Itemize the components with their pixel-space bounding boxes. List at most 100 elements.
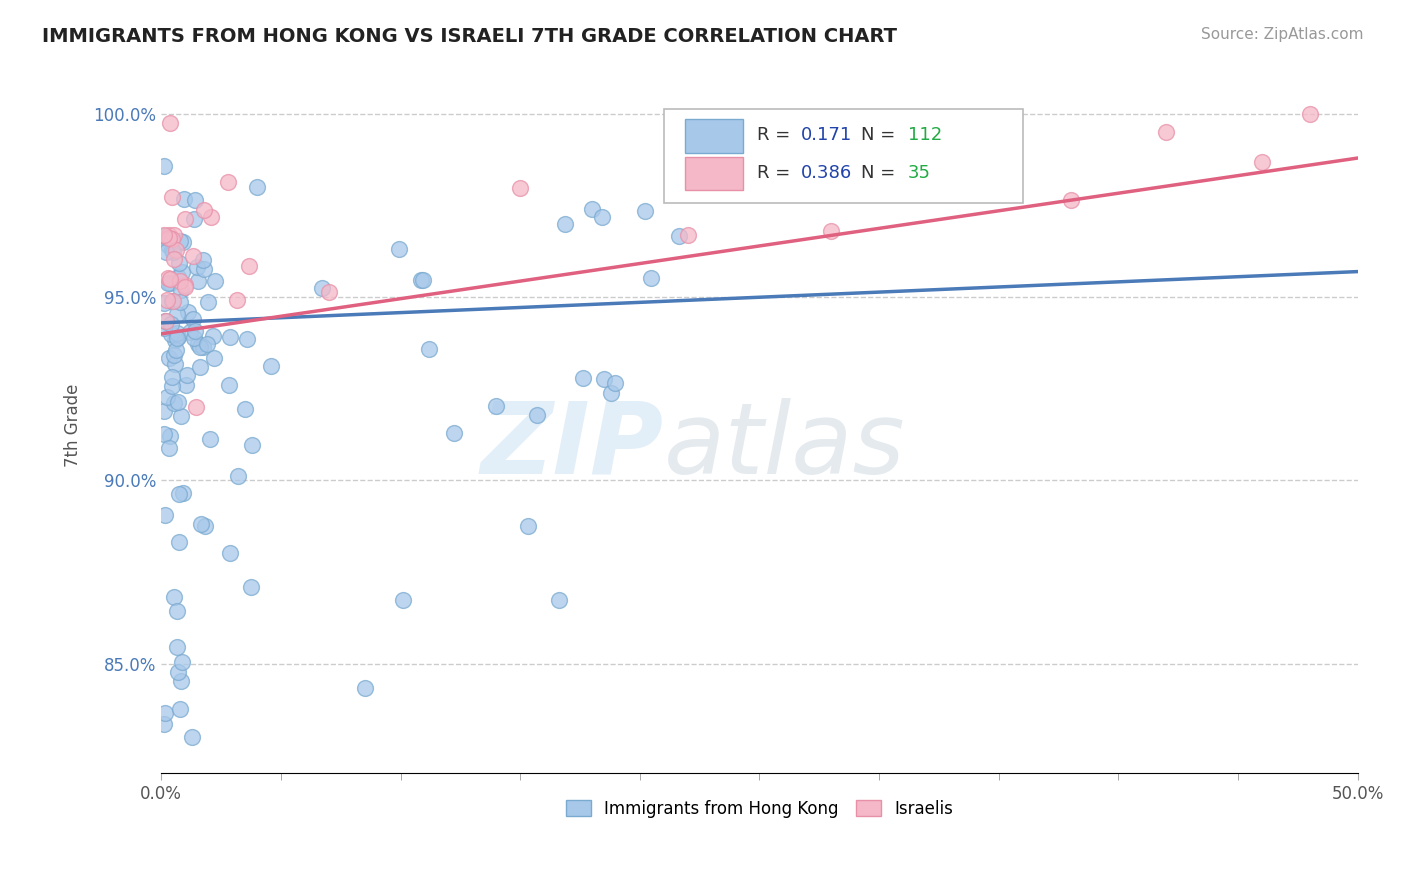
Point: [159, 276, 181, 290]
Point: [152, 228, 174, 243]
Point: [188, 359, 211, 374]
Point: [159, 231, 181, 245]
Point: [163, 333, 186, 347]
Text: 0.386: 0.386: [801, 164, 852, 182]
Point: [172, 655, 194, 669]
Point: [226, 293, 249, 307]
Point: [174, 277, 197, 292]
Point: [162, 369, 184, 384]
Point: [187, 274, 209, 288]
Point: [169, 234, 191, 248]
Point: [166, 331, 188, 345]
Point: [318, 285, 340, 300]
Point: [548, 592, 571, 607]
Point: [167, 665, 190, 680]
Text: R =: R =: [756, 164, 796, 182]
Text: N =: N =: [862, 126, 901, 145]
Point: [217, 175, 239, 189]
Text: Source: ZipAtlas.com: Source: ZipAtlas.com: [1201, 27, 1364, 42]
Point: [183, 331, 205, 345]
Point: [155, 244, 177, 259]
Point: [156, 390, 179, 404]
Point: [242, 438, 264, 452]
Text: 112: 112: [908, 126, 942, 145]
Text: atlas: atlas: [664, 398, 905, 495]
Point: [186, 400, 208, 414]
Point: [219, 330, 242, 344]
Point: [181, 311, 204, 326]
Point: [184, 194, 207, 208]
Point: [152, 160, 174, 174]
Point: [152, 717, 174, 731]
Point: [157, 351, 180, 365]
Point: [191, 252, 214, 267]
Point: [167, 535, 190, 549]
Point: [169, 294, 191, 309]
Point: [246, 180, 269, 194]
Point: [868, 183, 890, 197]
Point: [181, 730, 204, 744]
Point: [226, 468, 249, 483]
Point: [193, 340, 215, 354]
Point: [160, 244, 183, 258]
Point: [155, 314, 177, 328]
Point: [155, 508, 177, 522]
Point: [516, 519, 538, 533]
Point: [554, 217, 576, 231]
Point: [152, 228, 174, 243]
Point: [219, 545, 242, 559]
Point: [157, 227, 180, 242]
Point: [181, 249, 204, 263]
Text: 35: 35: [908, 164, 931, 182]
Point: [157, 238, 180, 252]
Point: [152, 296, 174, 310]
Point: [162, 244, 184, 259]
Point: [172, 265, 194, 279]
Text: 0.171: 0.171: [801, 126, 852, 145]
Point: [1059, 194, 1081, 208]
Text: R =: R =: [756, 126, 796, 145]
Point: [162, 293, 184, 308]
Point: [165, 243, 187, 257]
Point: [172, 235, 194, 250]
Point: [987, 145, 1010, 159]
Point: [153, 321, 176, 335]
Point: [233, 402, 256, 417]
Point: [599, 386, 621, 401]
Point: [186, 260, 208, 275]
Point: [193, 203, 215, 218]
Text: IMMIGRANTS FROM HONG KONG VS ISRAELI 7TH GRADE CORRELATION CHART: IMMIGRANTS FROM HONG KONG VS ISRAELI 7TH…: [42, 27, 897, 45]
Point: [166, 307, 188, 321]
Point: [197, 295, 219, 310]
Point: [169, 256, 191, 270]
Legend: Immigrants from Hong Kong, Israelis: Immigrants from Hong Kong, Israelis: [560, 793, 959, 824]
Point: [443, 425, 465, 440]
Point: [676, 227, 699, 242]
Point: [160, 294, 183, 309]
Point: [591, 210, 613, 224]
Point: [200, 432, 222, 446]
Point: [174, 378, 197, 392]
Point: [169, 284, 191, 298]
Point: [392, 593, 415, 607]
Point: [173, 192, 195, 206]
Point: [311, 280, 333, 294]
Point: [166, 326, 188, 340]
Point: [593, 372, 616, 386]
Point: [526, 408, 548, 422]
Point: [170, 674, 193, 689]
Point: [174, 211, 197, 226]
Point: [571, 371, 593, 385]
Point: [236, 332, 259, 346]
Point: [166, 330, 188, 344]
Y-axis label: 7th Grade: 7th Grade: [65, 384, 82, 467]
Point: [167, 486, 190, 500]
FancyBboxPatch shape: [685, 120, 742, 153]
Text: ZIP: ZIP: [481, 398, 664, 495]
Point: [581, 202, 603, 216]
Point: [159, 429, 181, 443]
Point: [160, 231, 183, 245]
Point: [634, 203, 657, 218]
Point: [167, 394, 190, 409]
FancyBboxPatch shape: [685, 157, 742, 190]
